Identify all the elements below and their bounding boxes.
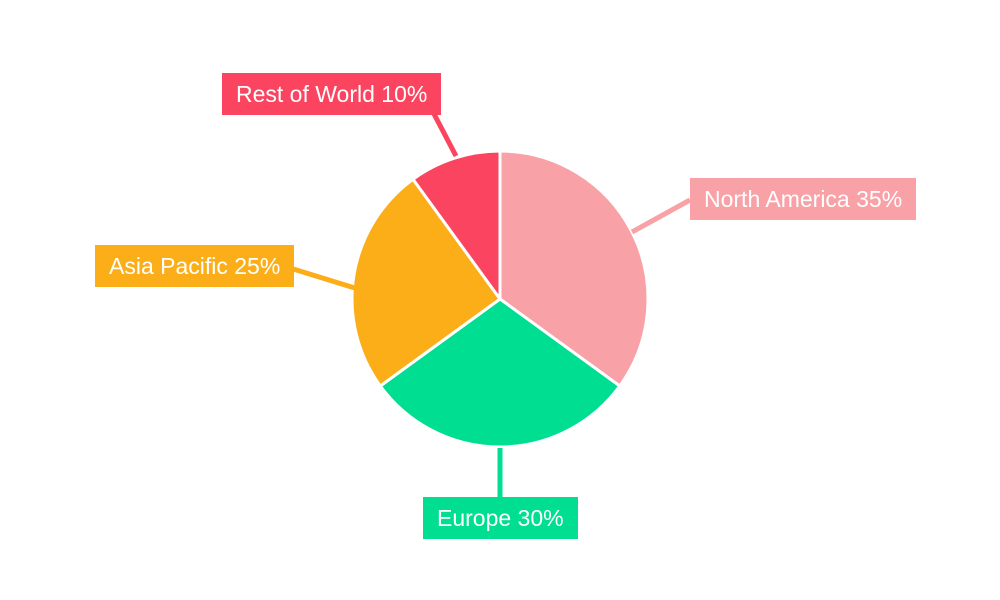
callout-label-asia-pacific: Asia Pacific 25%	[95, 245, 295, 287]
pie-slice-europe	[378, 297, 622, 449]
pie-slice-rest-of-world	[411, 149, 502, 301]
callout-label-north-america: North America 35%	[690, 178, 917, 220]
pie-slice-asia-pacific	[350, 177, 502, 388]
callout-label-rest-of-world: Rest of World 10%	[222, 73, 442, 115]
pie-slice-north-america	[498, 149, 650, 388]
callout-label-europe: Europe 30%	[423, 497, 578, 539]
leader-line-rest-of-world	[430, 110, 459, 158]
leader-line-asia-pacific	[289, 265, 359, 292]
leader-line-north-america	[630, 197, 692, 235]
